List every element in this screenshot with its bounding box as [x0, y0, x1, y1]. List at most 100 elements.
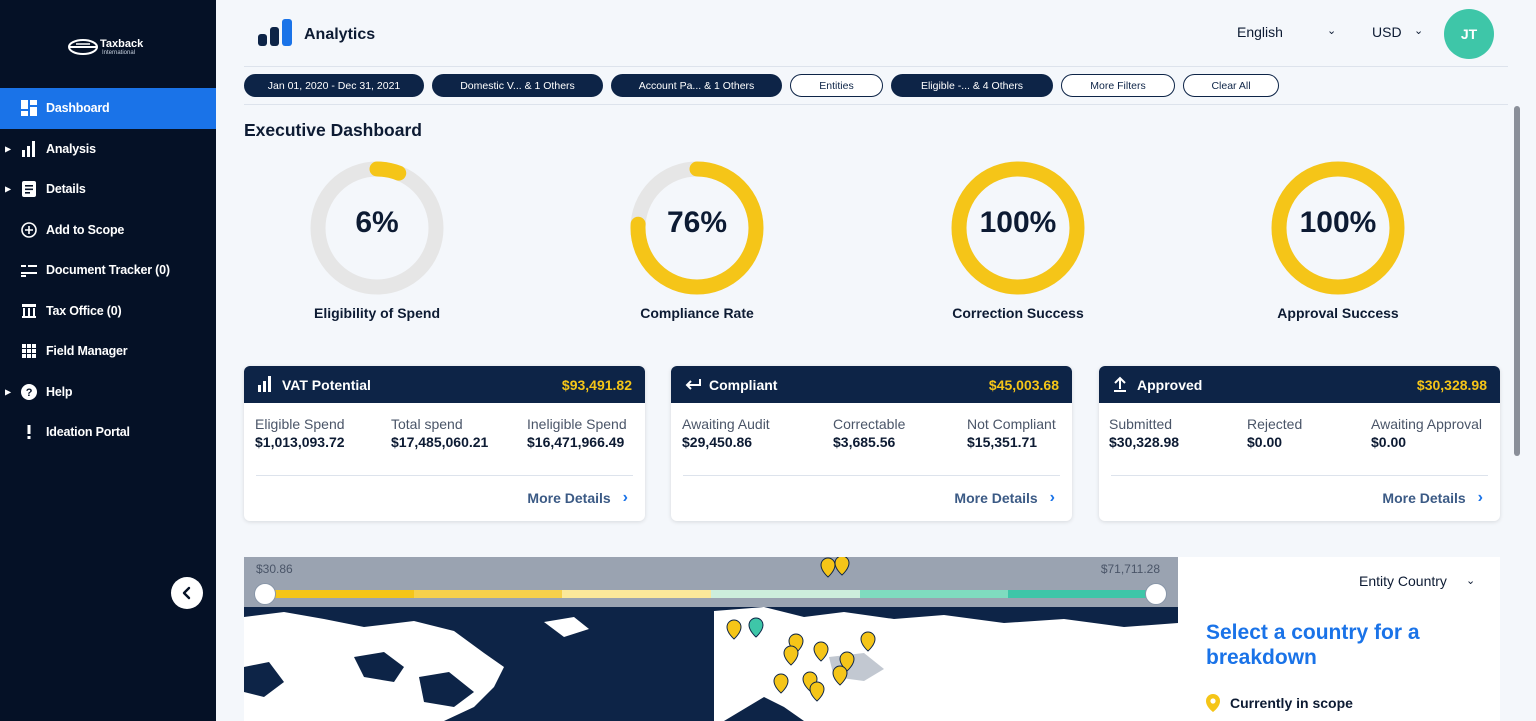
map-marker-icon	[832, 665, 848, 686]
card-stat: Submitted $30,328.98	[1109, 416, 1179, 450]
sidebar: Taxback International Dashboard ▶ Analys…	[0, 0, 216, 721]
expand-caret-icon: ▶	[5, 144, 11, 154]
gauge-value: 6%	[355, 206, 399, 239]
sidebar-item-add-to-scope[interactable]: Add to Scope	[0, 210, 216, 251]
header-divider	[244, 66, 1508, 67]
user-avatar[interactable]: JT	[1444, 9, 1494, 59]
card-stat: Awaiting Audit $29,450.86	[682, 416, 770, 450]
scale-segment	[562, 590, 712, 598]
sidebar-item-document-tracker[interactable]: Document Tracker (0)	[0, 250, 216, 291]
filter-bar: Jan 01, 2020 - Dec 31, 2021 Domestic V..…	[244, 74, 1279, 97]
page-title: Executive Dashboard	[244, 120, 422, 140]
sidebar-item-field-manager[interactable]: Field Manager	[0, 331, 216, 372]
currency-select[interactable]: USD	[1372, 24, 1402, 40]
entity-country-select[interactable]: Entity Country	[1359, 573, 1447, 589]
page-scrollbar[interactable]	[1512, 104, 1522, 721]
gauge-compliance: 76% Compliance Rate	[627, 158, 767, 328]
filter-chip-account[interactable]: Account Pa... & 1 Others	[611, 74, 782, 97]
gauge-value: 100%	[1299, 206, 1377, 239]
list-document-icon	[21, 181, 37, 198]
card-amount: $93,491.82	[561, 377, 632, 393]
gauge-label: Correction Success	[952, 305, 1084, 321]
scrollbar-thumb[interactable]	[1514, 106, 1520, 456]
sidebar-item-analysis[interactable]: ▶ Analysis	[0, 129, 216, 170]
stat-value: $17,485,060.21	[391, 434, 489, 450]
sidebar-item-tax-office[interactable]: Tax Office (0)	[0, 291, 216, 332]
sidebar-nav: Dashboard ▶ Analysis ▶ Details Add to Sc…	[0, 88, 216, 453]
range-handle-max[interactable]	[1145, 583, 1167, 605]
chevron-right-icon: ›	[1477, 489, 1483, 506]
card-title: VAT Potential	[282, 377, 371, 393]
map-markers	[726, 557, 876, 702]
filter-chip-date-range[interactable]: Jan 01, 2020 - Dec 31, 2021	[244, 74, 424, 97]
more-details-link[interactable]: More Details ›	[527, 489, 628, 507]
chevron-right-icon: ›	[1049, 489, 1055, 506]
map-land-shapes	[244, 557, 1178, 721]
chevron-left-icon	[182, 586, 191, 600]
plus-circle-icon	[21, 221, 37, 238]
gauge-value: 76%	[666, 206, 728, 239]
country-breakdown-panel: Entity Country ⌄ Select a country for a …	[1178, 557, 1500, 721]
sidebar-item-details[interactable]: ▶ Details	[0, 169, 216, 210]
select-country-title: Select a country for a breakdown	[1206, 621, 1420, 670]
map-marker-icon	[834, 557, 850, 576]
clear-all-button[interactable]: Clear All	[1183, 74, 1279, 97]
upload-arrow-icon	[1114, 376, 1126, 392]
more-filters-button[interactable]: More Filters	[1061, 74, 1175, 97]
stat-value: $0.00	[1371, 434, 1407, 450]
document-tracker-icon	[21, 262, 37, 278]
sidebar-item-ideation-portal[interactable]: Ideation Portal	[0, 412, 216, 453]
sidebar-item-help[interactable]: ▶ ? Help	[0, 372, 216, 413]
range-handle-min[interactable]	[254, 583, 276, 605]
app-title: Analytics	[304, 26, 376, 43]
filter-chip-entities[interactable]: Entities	[790, 74, 883, 97]
stat-label: Eligible Spend	[255, 416, 345, 432]
bar-chart-icon	[258, 376, 271, 392]
dashboard-icon	[21, 100, 37, 117]
chevron-right-icon: ›	[622, 489, 628, 506]
card-amount: $45,003.68	[988, 377, 1059, 393]
sidebar-item-label: Ideation Portal	[46, 425, 130, 440]
more-details-label: More Details	[1382, 490, 1466, 506]
more-details-link[interactable]: More Details ›	[954, 489, 1055, 507]
stat-label: Ineligible Spend	[527, 416, 627, 432]
filter-chip-eligible[interactable]: Eligible -... & 4 Others	[891, 74, 1053, 97]
language-select[interactable]: English	[1237, 24, 1283, 40]
compliant-card: Compliant $45,003.68 Awaiting Audit $29,4…	[671, 366, 1072, 521]
sidebar-item-dashboard[interactable]: Dashboard	[0, 88, 216, 129]
chevron-down-icon[interactable]: ⌄	[1466, 575, 1476, 587]
logo-subtext: International	[102, 50, 136, 56]
expand-caret-icon: ▶	[5, 184, 11, 194]
card-stat: Correctable $3,685.56	[833, 416, 905, 450]
scale-segment	[711, 590, 860, 598]
more-details-link[interactable]: More Details ›	[1382, 489, 1483, 507]
chevron-down-icon[interactable]: ⌄	[1414, 25, 1424, 37]
top-header: Analytics English ⌄ USD ⌄ JT	[216, 0, 1536, 66]
filter-chip-domestic[interactable]: Domestic V... & 1 Others	[432, 74, 603, 97]
card-divider	[1111, 475, 1488, 476]
card-title: Approved	[1137, 377, 1203, 393]
sidebar-item-label: Field Manager	[46, 344, 128, 359]
sidebar-item-label: Help	[46, 384, 73, 399]
sidebar-item-label: Details	[46, 182, 86, 197]
stat-value: $3,685.56	[833, 434, 896, 450]
card-stat: Eligible Spend $1,013,093.72	[255, 416, 345, 450]
stat-label: Total spend	[391, 416, 463, 432]
vat-potential-card: VAT Potential $93,491.82 Eligible Spend $…	[244, 366, 645, 521]
card-header: VAT Potential $93,491.82	[244, 366, 645, 403]
bar-chart-icon	[21, 140, 37, 157]
color-scale-track[interactable]	[265, 590, 1158, 598]
chevron-down-icon[interactable]: ⌄	[1327, 25, 1337, 37]
taxback-logo[interactable]: Taxback International	[66, 34, 156, 60]
card-stat: Total spend $17,485,060.21	[391, 416, 488, 450]
card-divider	[256, 475, 633, 476]
help-icon: ?	[21, 383, 37, 400]
filters-divider	[244, 104, 1508, 105]
legend-label: Currently in scope	[1230, 695, 1353, 711]
grid-icon	[21, 343, 37, 359]
gauge-label: Eligibility of Spend	[314, 305, 440, 321]
card-header: Approved $30,328.98	[1099, 366, 1500, 403]
range-max-label: $71,711.28	[1100, 562, 1160, 576]
world-map[interactable]: $30.86 $71,711.28	[244, 557, 1178, 721]
collapse-sidebar-button[interactable]	[171, 577, 203, 609]
